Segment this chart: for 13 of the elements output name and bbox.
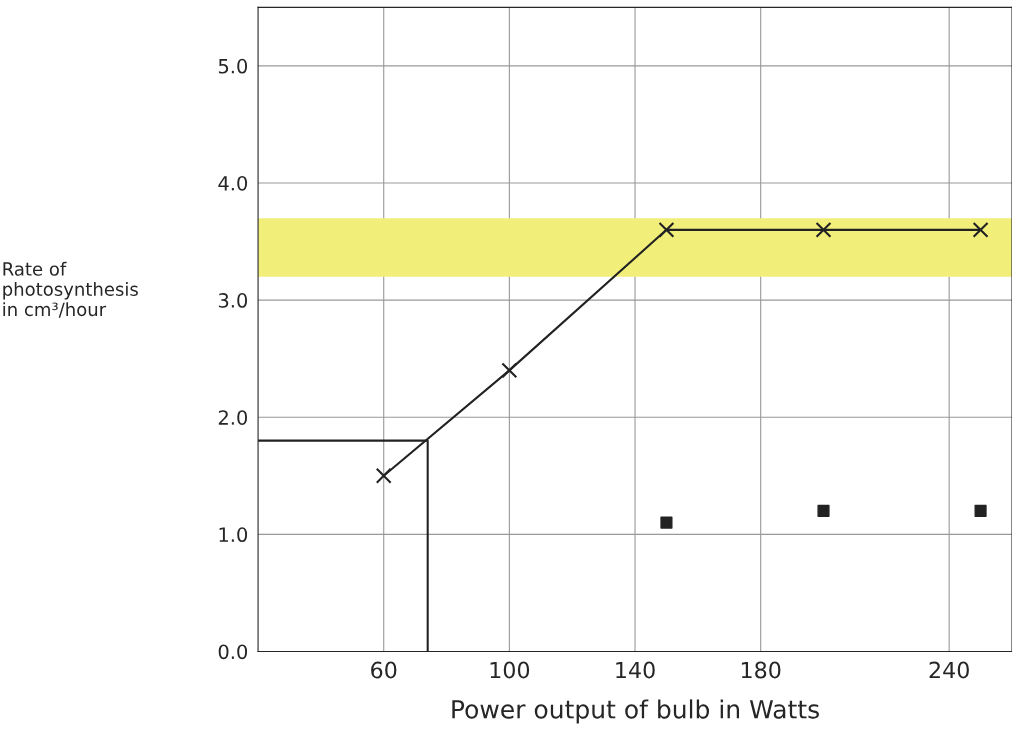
x-tick-label: 180 <box>741 661 781 679</box>
y-tick-label: 3.0 <box>218 293 248 308</box>
y-tick-label: 1.0 <box>219 527 248 543</box>
y-tick-label: 2.0 <box>218 410 248 425</box>
x-tick-label: 60 <box>371 661 397 679</box>
y-tick-label: 0.0 <box>218 644 248 660</box>
x-tick-label: 140 <box>616 661 655 679</box>
y-tick-label: 4.0 <box>218 175 248 191</box>
x-tick-label: 100 <box>490 661 530 679</box>
y-axis-title: Rate of photosynthesis in cm³/hour <box>3 261 138 318</box>
x-tick-label: 240 <box>929 661 969 679</box>
x-axis-title: Power output of bulb in Watts <box>452 699 819 724</box>
y-tick-label: 5.0 <box>218 58 248 74</box>
